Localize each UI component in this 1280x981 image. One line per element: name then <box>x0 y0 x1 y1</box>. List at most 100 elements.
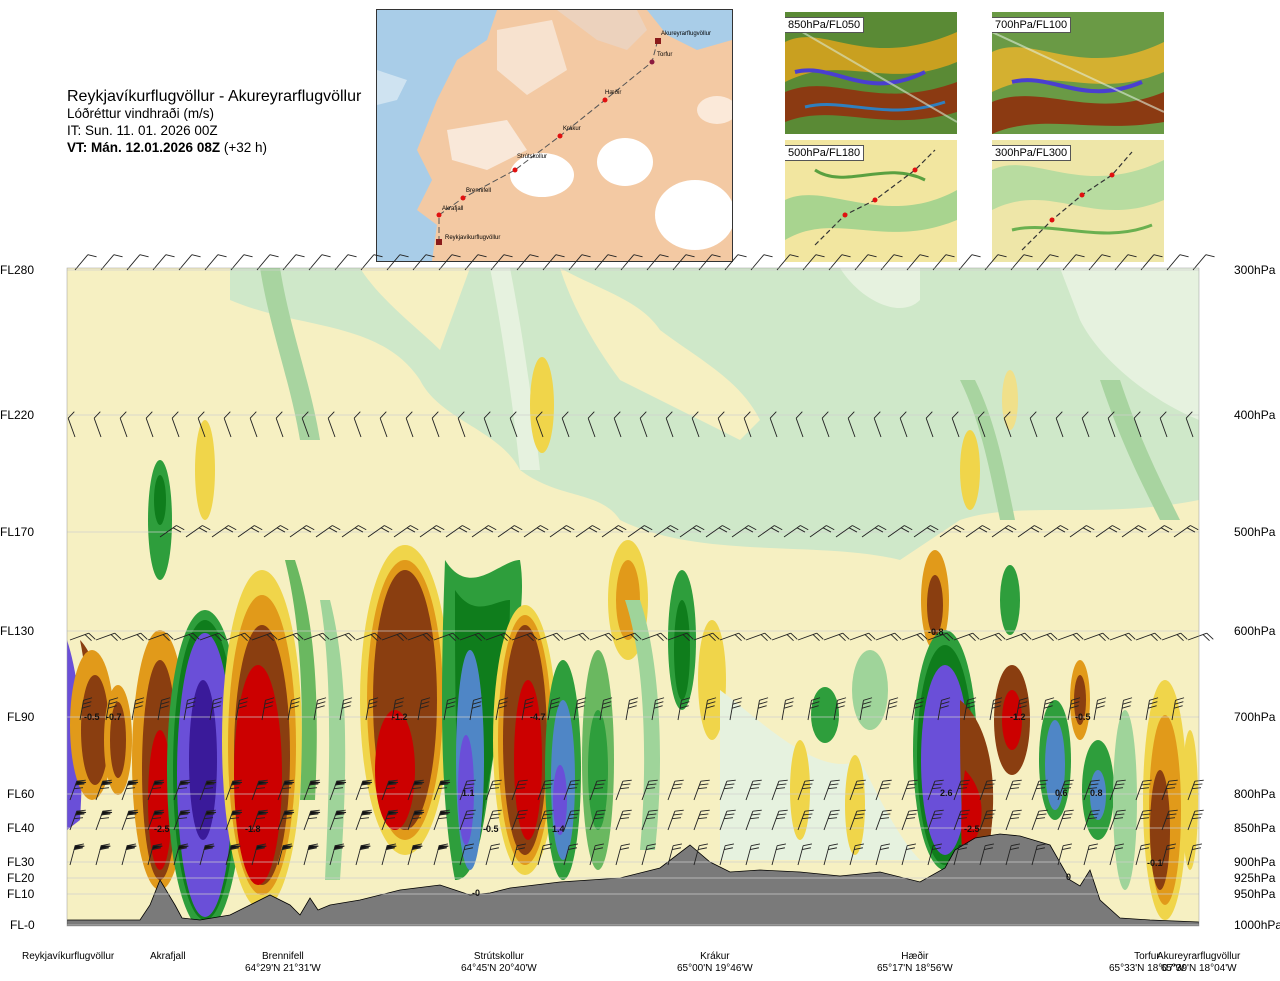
wind-barb <box>795 411 804 438</box>
value-label: -0.1 <box>1147 858 1163 868</box>
wind-barb <box>225 779 243 801</box>
wind-barb <box>901 843 917 866</box>
wind-barb <box>1109 779 1126 801</box>
wind-barb <box>199 779 217 801</box>
wind-barb <box>745 779 762 801</box>
wind-barb <box>485 632 512 642</box>
level-label-fl220: FL220 <box>0 408 35 422</box>
wind-barb <box>641 843 657 866</box>
wind-barb <box>906 254 929 271</box>
thumbnail-500hpa[interactable]: 500hPa/FL180 <box>785 140 957 262</box>
wind-barb <box>329 843 345 866</box>
level-label-fl280: FL280 <box>0 263 35 277</box>
value-label: -0.5 <box>483 824 499 834</box>
wind-barb <box>1041 697 1055 721</box>
wind-barb <box>1069 525 1095 538</box>
wind-barb <box>573 697 587 721</box>
wind-barb <box>209 697 223 721</box>
wind-barb <box>769 411 778 438</box>
station-label-strutskollur: Strútskollur 64°45'N 20°40'W <box>461 951 537 974</box>
wind-barb <box>563 809 580 831</box>
wind-barb <box>225 843 241 866</box>
wind-barb <box>355 843 371 866</box>
wind-barb <box>516 254 539 271</box>
title-block: Reykjavíkurflugvöllur - Akureyrarflugvöl… <box>67 88 361 156</box>
value-label: 1.4 <box>552 824 565 834</box>
wind-barb <box>1031 779 1048 801</box>
thumbnail-label: 850hPa/FL050 <box>785 17 865 33</box>
level-gridlines <box>67 269 1199 926</box>
wind-barb <box>875 632 902 642</box>
wind-barb <box>407 809 425 831</box>
route-map: Akureyrarflugvöllur Torfur Hæðir Krákur … <box>376 9 733 262</box>
wind-barb <box>901 779 918 801</box>
wind-barb <box>407 843 423 866</box>
station-label-haedir: Hæðir 65°17'N 18°56'W <box>877 951 953 974</box>
wind-barb <box>1161 779 1178 801</box>
wind-barb <box>965 525 991 538</box>
wind-barb <box>327 411 336 438</box>
wind-barb <box>821 411 830 438</box>
wind-barb <box>823 779 840 801</box>
thumbnail-300hpa[interactable]: 300hPa/FL300 <box>992 140 1164 262</box>
wind-barb <box>745 632 772 642</box>
wind-barb <box>511 632 538 642</box>
station-label-brennifell: Brennifell 64°29'N 21°31'W <box>245 951 321 974</box>
wind-barb <box>485 779 502 801</box>
wind-barb <box>386 254 409 271</box>
wind-barb <box>849 632 876 642</box>
wind-barb <box>698 254 721 271</box>
wind-barb <box>750 254 773 271</box>
thumbnail-850hpa[interactable]: 850hPa/FL050 <box>785 12 957 134</box>
wind-barb <box>641 632 668 642</box>
wind-barb <box>433 809 451 831</box>
wind-barb <box>719 809 736 831</box>
wind-barb <box>899 411 908 438</box>
value-label: -0 <box>472 888 480 898</box>
wind-barb <box>776 254 799 271</box>
wind-barb <box>367 525 393 538</box>
heatmap-field <box>67 268 1199 926</box>
map-label: Akrafjall <box>442 206 463 212</box>
wind-barb <box>1036 254 1059 271</box>
wind-barb <box>490 254 513 271</box>
map-label: Reykjavíkurflugvöllur <box>445 235 500 241</box>
wind-barb <box>667 809 684 831</box>
wind-barb <box>1003 411 1012 438</box>
value-label: -0.7 <box>106 712 122 722</box>
wind-barb <box>1166 254 1189 271</box>
wind-barb <box>641 809 658 831</box>
station-label-akureyri: Akureyrarflugvöllur 65°39'N 18°04'W <box>1157 951 1241 974</box>
map-marker-haedir <box>602 97 608 103</box>
wind-barb <box>1095 525 1121 538</box>
wind-barb <box>303 779 321 801</box>
wind-barb <box>797 843 813 866</box>
wind-barb <box>511 809 528 831</box>
wind-barb <box>93 411 102 438</box>
wind-barb <box>457 411 466 438</box>
thumbnail-700hpa[interactable]: 700hPa/FL100 <box>992 12 1164 134</box>
wind-barb <box>589 843 605 866</box>
wind-barb <box>537 779 554 801</box>
wind-barb <box>587 411 596 438</box>
wind-barb <box>251 779 269 801</box>
wind-barb <box>412 254 435 271</box>
wind-barb <box>1017 525 1043 538</box>
wind-barb <box>1081 411 1090 438</box>
wind-barb <box>880 254 903 271</box>
wind-barb <box>1083 809 1100 831</box>
wind-barb <box>433 843 449 866</box>
wind-barb <box>197 411 206 438</box>
wind-barb <box>653 525 679 538</box>
level-label-fl0: FL-0 <box>10 918 35 932</box>
wind-barb <box>433 632 460 642</box>
wind-barb <box>173 779 191 801</box>
wind-barb <box>405 411 414 438</box>
wind-barb <box>913 525 939 538</box>
wind-barb <box>1005 779 1022 801</box>
wind-barb <box>1109 809 1126 831</box>
wind-barb <box>807 697 821 721</box>
map-marker-reykjavik <box>436 239 442 245</box>
wind-barb <box>594 254 617 271</box>
